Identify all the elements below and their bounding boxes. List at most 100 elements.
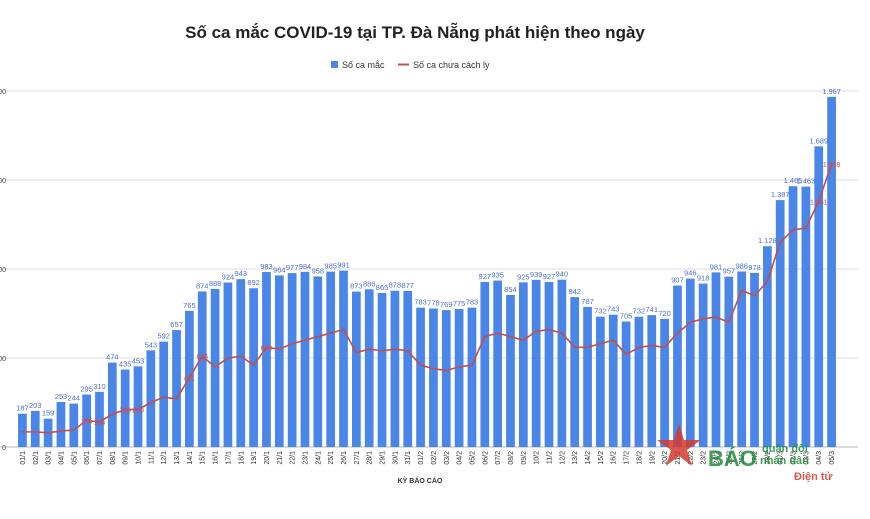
bar-value-label: 310 bbox=[93, 382, 106, 391]
x-tick-label: 17/2 bbox=[624, 451, 631, 465]
line-point bbox=[137, 408, 139, 411]
x-tick-label: 21/1 bbox=[277, 451, 284, 465]
x-tick-label: 16/2 bbox=[611, 451, 618, 465]
line-value-label: 105 bbox=[81, 418, 93, 425]
bar bbox=[249, 288, 258, 447]
line-point bbox=[445, 369, 448, 372]
x-tick-label: 29/1 bbox=[380, 451, 387, 465]
x-tick-label: 28/1 bbox=[367, 451, 374, 465]
x-tick-label: 18/1 bbox=[238, 451, 245, 465]
line-point bbox=[278, 348, 281, 350]
bar bbox=[120, 369, 130, 447]
bar bbox=[377, 293, 387, 447]
bar bbox=[300, 271, 310, 447]
line-point bbox=[227, 357, 229, 359]
bar bbox=[236, 279, 246, 447]
x-tick-label: 10/1 bbox=[136, 451, 143, 465]
x-tick-label: 09/2 bbox=[521, 451, 528, 465]
line-point bbox=[381, 350, 383, 352]
line-point bbox=[728, 321, 730, 324]
y-tick-label: 1000 bbox=[0, 267, 6, 274]
bar-value-label: 732 bbox=[633, 307, 646, 316]
line-point bbox=[561, 332, 563, 334]
bar-value-label: 939 bbox=[530, 270, 543, 279]
bar bbox=[570, 297, 580, 447]
bar bbox=[390, 290, 400, 447]
x-tick-label: 10/2 bbox=[534, 451, 541, 465]
bar bbox=[210, 288, 220, 447]
x-tick-label: 19/2 bbox=[649, 451, 656, 465]
x-tick-label: 23/2 bbox=[701, 451, 708, 465]
y-tick-labels: 0 500 1000 1500 2000 bbox=[0, 89, 6, 452]
bar bbox=[660, 318, 669, 447]
legend: Số ca mắc Số ca chưa cách ly bbox=[331, 60, 490, 70]
bar bbox=[621, 321, 631, 447]
line-point bbox=[432, 367, 435, 370]
bar bbox=[737, 271, 747, 447]
line-point bbox=[394, 348, 396, 350]
x-tick-label: 04/1 bbox=[58, 451, 65, 465]
bar-value-label: 981 bbox=[710, 262, 723, 271]
bar-value-label: 592 bbox=[157, 332, 170, 341]
bar-value-label: 783 bbox=[414, 298, 427, 307]
bar-value-label: 983 bbox=[260, 262, 273, 271]
line-value-label: 616 bbox=[196, 354, 208, 361]
line-path bbox=[22, 163, 833, 434]
bar-value-label: 253 bbox=[55, 392, 68, 401]
star-icon bbox=[657, 424, 701, 466]
x-tick-label: 27/2 bbox=[752, 451, 759, 465]
line-value-label: 104 bbox=[94, 420, 106, 427]
bar bbox=[441, 310, 451, 447]
bar bbox=[339, 270, 348, 447]
x-tick-label: 01/2 bbox=[418, 451, 425, 465]
bar-value-label: 888 bbox=[209, 279, 222, 288]
line-value-label: 1.381 bbox=[810, 199, 828, 206]
line-point bbox=[805, 227, 807, 229]
bar-value-label: 783 bbox=[466, 298, 479, 307]
line-point bbox=[458, 366, 460, 368]
bar-value-label: 203 bbox=[29, 401, 42, 410]
x-tick-label: 30/1 bbox=[392, 451, 399, 465]
legend-swatch-bar bbox=[331, 61, 338, 68]
line-value-label: 200 bbox=[132, 408, 144, 415]
bar-value-label: 985 bbox=[324, 262, 337, 271]
bar bbox=[685, 278, 695, 447]
x-tick-label: 06/1 bbox=[84, 451, 91, 465]
bar-value-label: 159 bbox=[42, 409, 55, 418]
line-point bbox=[522, 339, 525, 342]
line-point bbox=[586, 346, 589, 349]
bar-series bbox=[18, 96, 836, 448]
bar bbox=[107, 362, 117, 447]
bar bbox=[762, 246, 772, 447]
line-point bbox=[830, 163, 833, 165]
bar-value-label: 877 bbox=[401, 281, 414, 290]
x-tick-label: 04/3 bbox=[816, 451, 823, 465]
x-tick-label: 11/1 bbox=[148, 451, 155, 464]
line-value-label: 216 bbox=[119, 408, 131, 415]
line-point bbox=[509, 335, 512, 338]
bar-value-label: 453 bbox=[132, 356, 145, 365]
line-point bbox=[252, 364, 255, 366]
x-tick-label: 03/2 bbox=[444, 451, 451, 465]
x-tick-label: 15/2 bbox=[598, 451, 605, 465]
x-tick-label: 17/1 bbox=[225, 451, 232, 465]
bar-value-label: 187 bbox=[16, 404, 29, 413]
watermark-logo: BÁO quân đội nhân dân Điện tử bbox=[657, 424, 833, 483]
watermark-line3: Điện tử bbox=[794, 471, 833, 483]
line-point bbox=[162, 396, 165, 398]
bar-value-label: 892 bbox=[247, 278, 260, 287]
x-tick-label: 12/1 bbox=[161, 451, 168, 465]
x-tick-label: 05/1 bbox=[71, 451, 78, 465]
bar bbox=[223, 282, 233, 447]
bar bbox=[313, 276, 323, 447]
bar bbox=[454, 309, 464, 447]
line-point bbox=[612, 339, 615, 342]
bar-value-label: 543 bbox=[145, 340, 158, 349]
line-point bbox=[34, 431, 37, 433]
bar bbox=[827, 96, 836, 448]
x-tick-label: 01/1 bbox=[20, 451, 27, 465]
line-point bbox=[573, 346, 576, 349]
bar bbox=[351, 291, 361, 447]
bar-value-label: 854 bbox=[504, 285, 517, 294]
bar-value-label: 873 bbox=[350, 282, 363, 291]
